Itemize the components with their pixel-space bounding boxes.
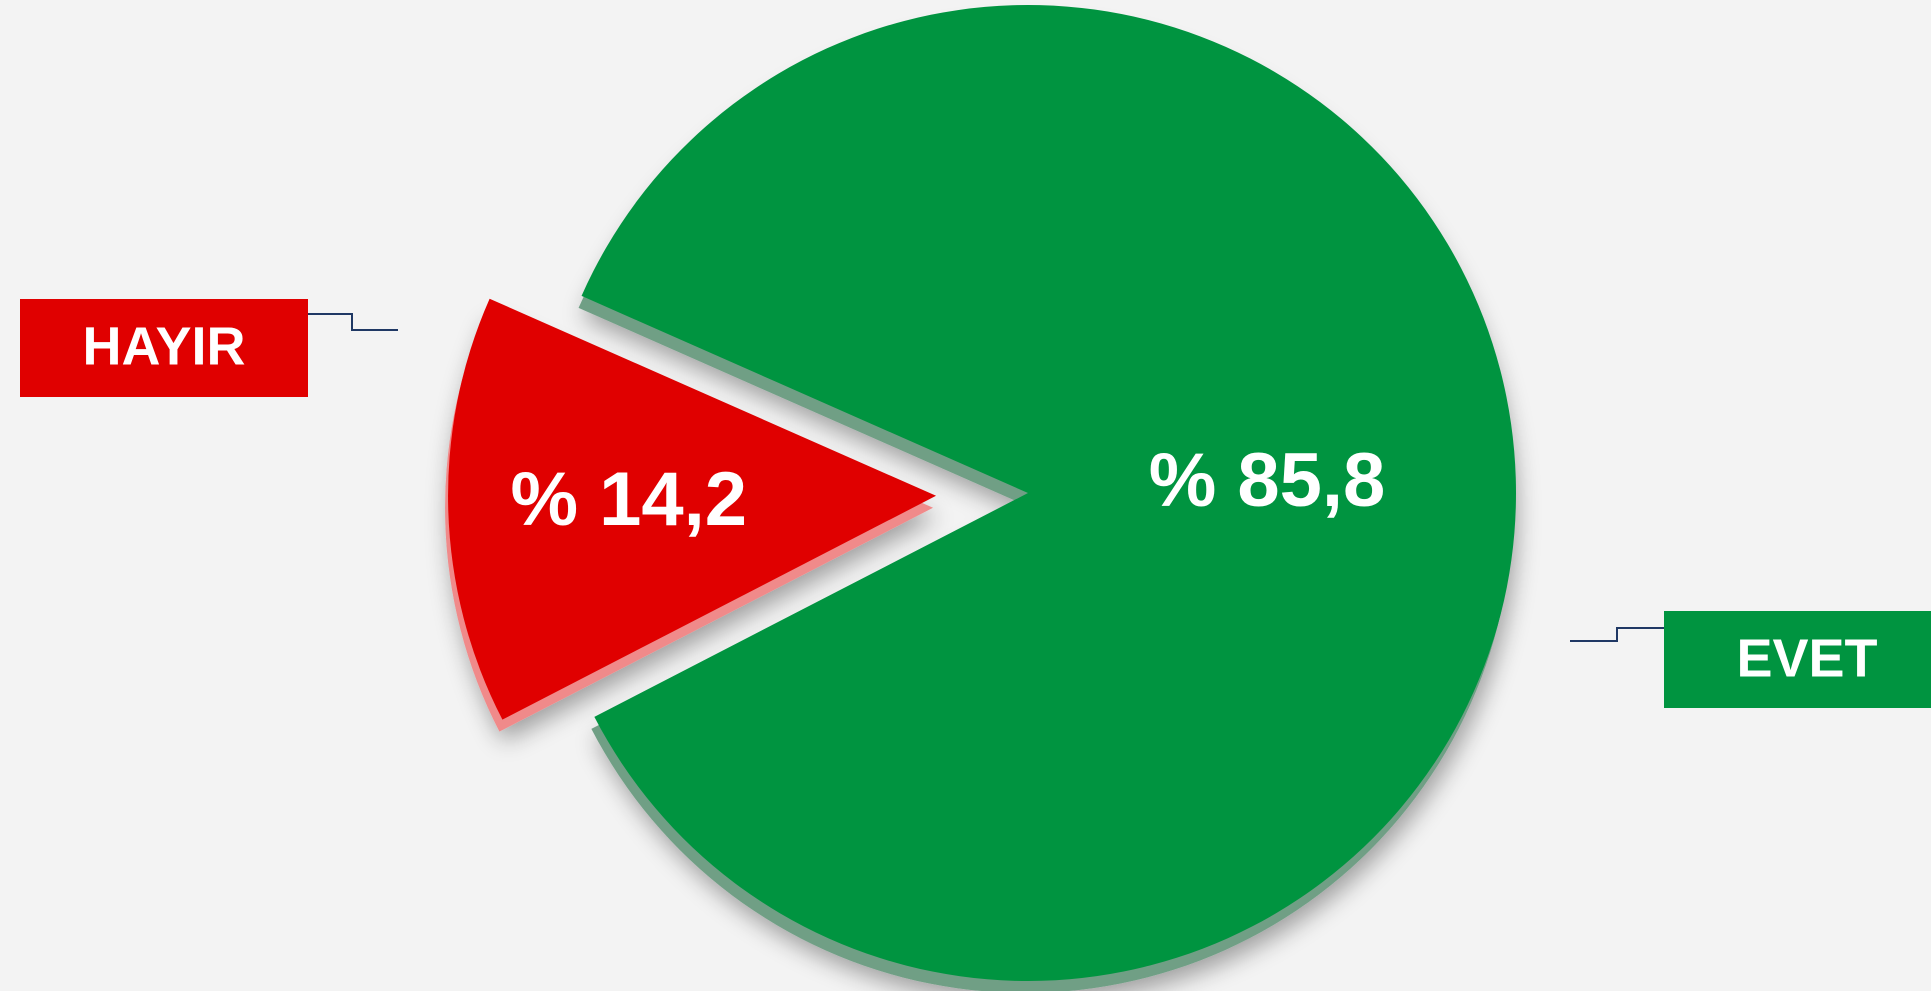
category-label: EVET xyxy=(1736,628,1877,688)
page: {"chart_data": {"type": "pie", "categori… xyxy=(0,0,1931,991)
value-label: % 14,2 xyxy=(510,457,747,542)
chart: % 14,2 % 85,8 HAYIR EVET xyxy=(0,0,1931,991)
category-label: HAYIR xyxy=(82,316,245,376)
value-label: % 85,8 xyxy=(1149,438,1386,523)
